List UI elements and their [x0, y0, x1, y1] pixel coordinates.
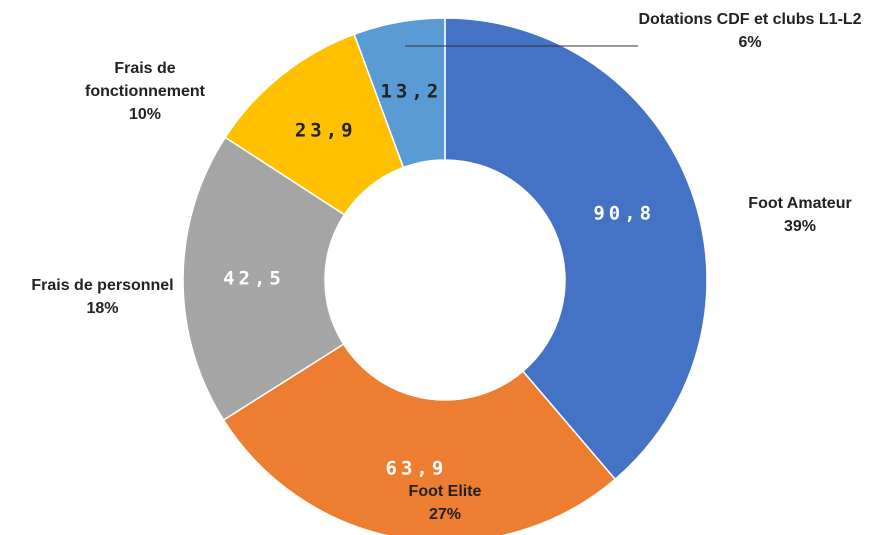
percent-label: 10%: [128, 106, 162, 123]
value-label: 90,8: [593, 202, 655, 224]
donut-slice: [353, 17, 446, 169]
category-label: Foot Amateur 39%: [720, 192, 880, 238]
percent-label: 6%: [738, 34, 762, 51]
value-label: 13,2: [380, 80, 442, 102]
donut-slice: [444, 17, 708, 481]
category-label: Frais de personnel 18%: [0, 274, 205, 320]
value-label: 63,9: [386, 457, 448, 479]
category-name: Foot Amateur: [748, 195, 852, 212]
category-name: Dotations CDF et clubs L1-L2: [638, 11, 862, 28]
category-name: Frais de fonctionnement: [85, 60, 205, 100]
category-label: Foot Elite 27%: [370, 480, 520, 526]
percent-label: 39%: [783, 218, 817, 235]
donut-slice: [222, 343, 617, 535]
category-name: Frais de personnel: [31, 277, 174, 294]
donut-slice: [182, 136, 346, 422]
value-label: 23,9: [295, 119, 357, 141]
category-name: Foot Elite: [408, 483, 482, 500]
percent-label: 27%: [428, 506, 462, 523]
percent-label: 18%: [86, 300, 119, 317]
category-label: Frais de fonctionnement 10%: [70, 57, 220, 126]
value-label: 42,5: [223, 267, 285, 289]
category-label: Dotations CDF et clubs L1-L2 6%: [630, 8, 870, 54]
